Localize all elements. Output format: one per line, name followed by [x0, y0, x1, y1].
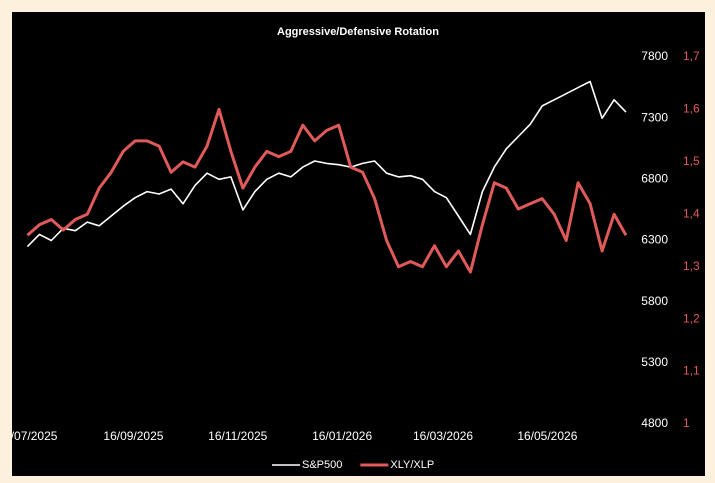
x-tick-label: 16/07/2025: [0, 429, 58, 443]
y-tick-label: 4800: [641, 416, 668, 430]
y2-tick-label: 1,7: [683, 49, 700, 63]
x-tick-label: 16/09/2025: [103, 429, 163, 443]
y2-tick-label: 1,2: [683, 311, 700, 325]
y2-tick-label: 1,3: [683, 259, 700, 273]
chart-panel: [12, 12, 705, 476]
series-line: [26, 107, 628, 274]
y-tick-label: 7300: [641, 110, 668, 124]
y-tick-label: 6300: [641, 233, 668, 247]
chart-title: Aggressive/Defensive Rotation: [277, 26, 439, 38]
y2-tick-label: 1,1: [683, 364, 700, 378]
x-tick-label: 16/01/2026: [312, 429, 372, 443]
series-line: [26, 80, 627, 248]
x-tick-label: 16/03/2026: [413, 429, 473, 443]
y2-tick-label: 1: [683, 416, 690, 430]
y-tick-label: 5800: [641, 294, 668, 308]
y-tick-label: 5300: [641, 355, 668, 369]
x-tick-label: 16/05/2026: [517, 429, 577, 443]
y2-tick-label: 1,5: [683, 154, 700, 168]
y-tick-label: 6800: [641, 172, 668, 186]
y2-tick-label: 1,6: [683, 102, 700, 116]
legend-label: S&P500: [302, 459, 342, 471]
x-tick-label: 16/11/2025: [208, 429, 267, 443]
plot: 4800 5300 5800 6300 6800 7300 7800 1 1,1 1,2 1,3 1,…: [0, 49, 700, 471]
y2-tick-label: 1,4: [683, 206, 700, 220]
legend-label: XLY/XLP: [390, 459, 434, 471]
y-tick-label: 7800: [641, 49, 668, 63]
